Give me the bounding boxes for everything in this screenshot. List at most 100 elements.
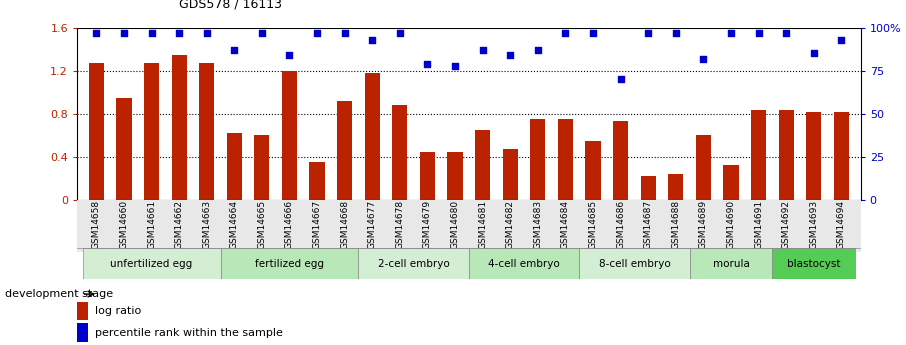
Point xyxy=(669,30,683,36)
Point xyxy=(503,52,517,58)
Text: GSM14691: GSM14691 xyxy=(754,200,763,249)
Point xyxy=(558,30,573,36)
Point xyxy=(283,52,297,58)
Text: GSM14666: GSM14666 xyxy=(285,200,294,249)
Bar xyxy=(613,121,628,200)
Bar xyxy=(359,248,469,279)
Point xyxy=(365,37,380,42)
Bar xyxy=(448,151,463,200)
Bar xyxy=(723,165,738,200)
Text: GSM14685: GSM14685 xyxy=(589,200,598,249)
Bar xyxy=(89,63,104,200)
Text: GSM14694: GSM14694 xyxy=(837,200,846,249)
Bar xyxy=(77,200,861,252)
Bar xyxy=(751,110,766,200)
Bar xyxy=(310,162,324,200)
Point xyxy=(310,30,324,36)
Point xyxy=(696,56,710,61)
Point xyxy=(448,63,462,68)
Bar xyxy=(282,71,297,200)
Point xyxy=(586,30,601,36)
Text: GSM14692: GSM14692 xyxy=(782,200,791,249)
Bar xyxy=(530,119,545,200)
Bar xyxy=(77,323,88,342)
Text: GSM14667: GSM14667 xyxy=(313,200,322,249)
Bar xyxy=(199,63,215,200)
Text: 8-cell embryo: 8-cell embryo xyxy=(599,259,670,269)
Point xyxy=(255,30,269,36)
Bar xyxy=(475,130,490,200)
Text: GSM14684: GSM14684 xyxy=(561,200,570,249)
Text: log ratio: log ratio xyxy=(95,306,141,316)
Text: GSM14678: GSM14678 xyxy=(395,200,404,249)
Bar xyxy=(689,248,773,279)
Text: development stage: development stage xyxy=(5,289,112,299)
Text: GSM14686: GSM14686 xyxy=(616,200,625,249)
Point xyxy=(531,47,545,53)
Text: percentile rank within the sample: percentile rank within the sample xyxy=(95,328,283,337)
Text: GDS578 / 16113: GDS578 / 16113 xyxy=(178,0,282,10)
Text: GSM14683: GSM14683 xyxy=(534,200,543,249)
Bar xyxy=(806,112,822,200)
Text: blastocyst: blastocyst xyxy=(787,259,841,269)
Point xyxy=(476,47,490,53)
Bar xyxy=(365,73,380,200)
Text: GSM14688: GSM14688 xyxy=(671,200,680,249)
Text: GSM14677: GSM14677 xyxy=(368,200,377,249)
Text: GSM14658: GSM14658 xyxy=(92,200,101,249)
Text: 2-cell embryo: 2-cell embryo xyxy=(378,259,449,269)
Text: GSM14661: GSM14661 xyxy=(147,200,156,249)
Bar xyxy=(558,119,573,200)
Point xyxy=(641,30,655,36)
Text: unfertilized egg: unfertilized egg xyxy=(111,259,193,269)
Bar xyxy=(579,248,689,279)
Bar xyxy=(641,176,656,200)
Bar xyxy=(585,141,601,200)
Point xyxy=(337,30,352,36)
Bar xyxy=(226,133,242,200)
Text: GSM14668: GSM14668 xyxy=(340,200,349,249)
Point xyxy=(144,30,159,36)
Point xyxy=(89,30,103,36)
Bar xyxy=(337,101,352,200)
Text: GSM14663: GSM14663 xyxy=(202,200,211,249)
Bar xyxy=(144,63,159,200)
Bar xyxy=(469,248,579,279)
Bar xyxy=(696,136,711,200)
Text: GSM14680: GSM14680 xyxy=(450,200,459,249)
Point xyxy=(117,30,131,36)
Bar xyxy=(220,248,359,279)
Text: GSM14682: GSM14682 xyxy=(506,200,515,249)
Bar xyxy=(77,302,88,320)
Text: GSM14662: GSM14662 xyxy=(175,200,184,249)
Bar xyxy=(171,55,187,200)
Bar xyxy=(116,98,131,200)
Bar xyxy=(834,112,849,200)
Point xyxy=(834,37,849,42)
Text: GSM14679: GSM14679 xyxy=(423,200,432,249)
Point xyxy=(199,30,214,36)
Point xyxy=(751,30,766,36)
Bar xyxy=(773,248,855,279)
Text: GSM14660: GSM14660 xyxy=(120,200,129,249)
Point xyxy=(227,47,242,53)
Text: GSM14689: GSM14689 xyxy=(699,200,708,249)
Bar xyxy=(503,149,518,200)
Text: GSM14681: GSM14681 xyxy=(478,200,487,249)
Bar xyxy=(669,174,683,200)
Text: GSM14665: GSM14665 xyxy=(257,200,266,249)
Text: GSM14690: GSM14690 xyxy=(727,200,736,249)
Text: fertilized egg: fertilized egg xyxy=(255,259,324,269)
Bar xyxy=(255,136,269,200)
Point xyxy=(779,30,794,36)
Text: GSM14687: GSM14687 xyxy=(644,200,652,249)
Bar xyxy=(82,248,220,279)
Point xyxy=(806,51,821,56)
Text: 4-cell embryo: 4-cell embryo xyxy=(488,259,560,269)
Bar xyxy=(392,105,408,200)
Point xyxy=(420,61,435,67)
Text: GSM14664: GSM14664 xyxy=(230,200,239,249)
Point xyxy=(392,30,407,36)
Point xyxy=(172,30,187,36)
Text: GSM14693: GSM14693 xyxy=(809,200,818,249)
